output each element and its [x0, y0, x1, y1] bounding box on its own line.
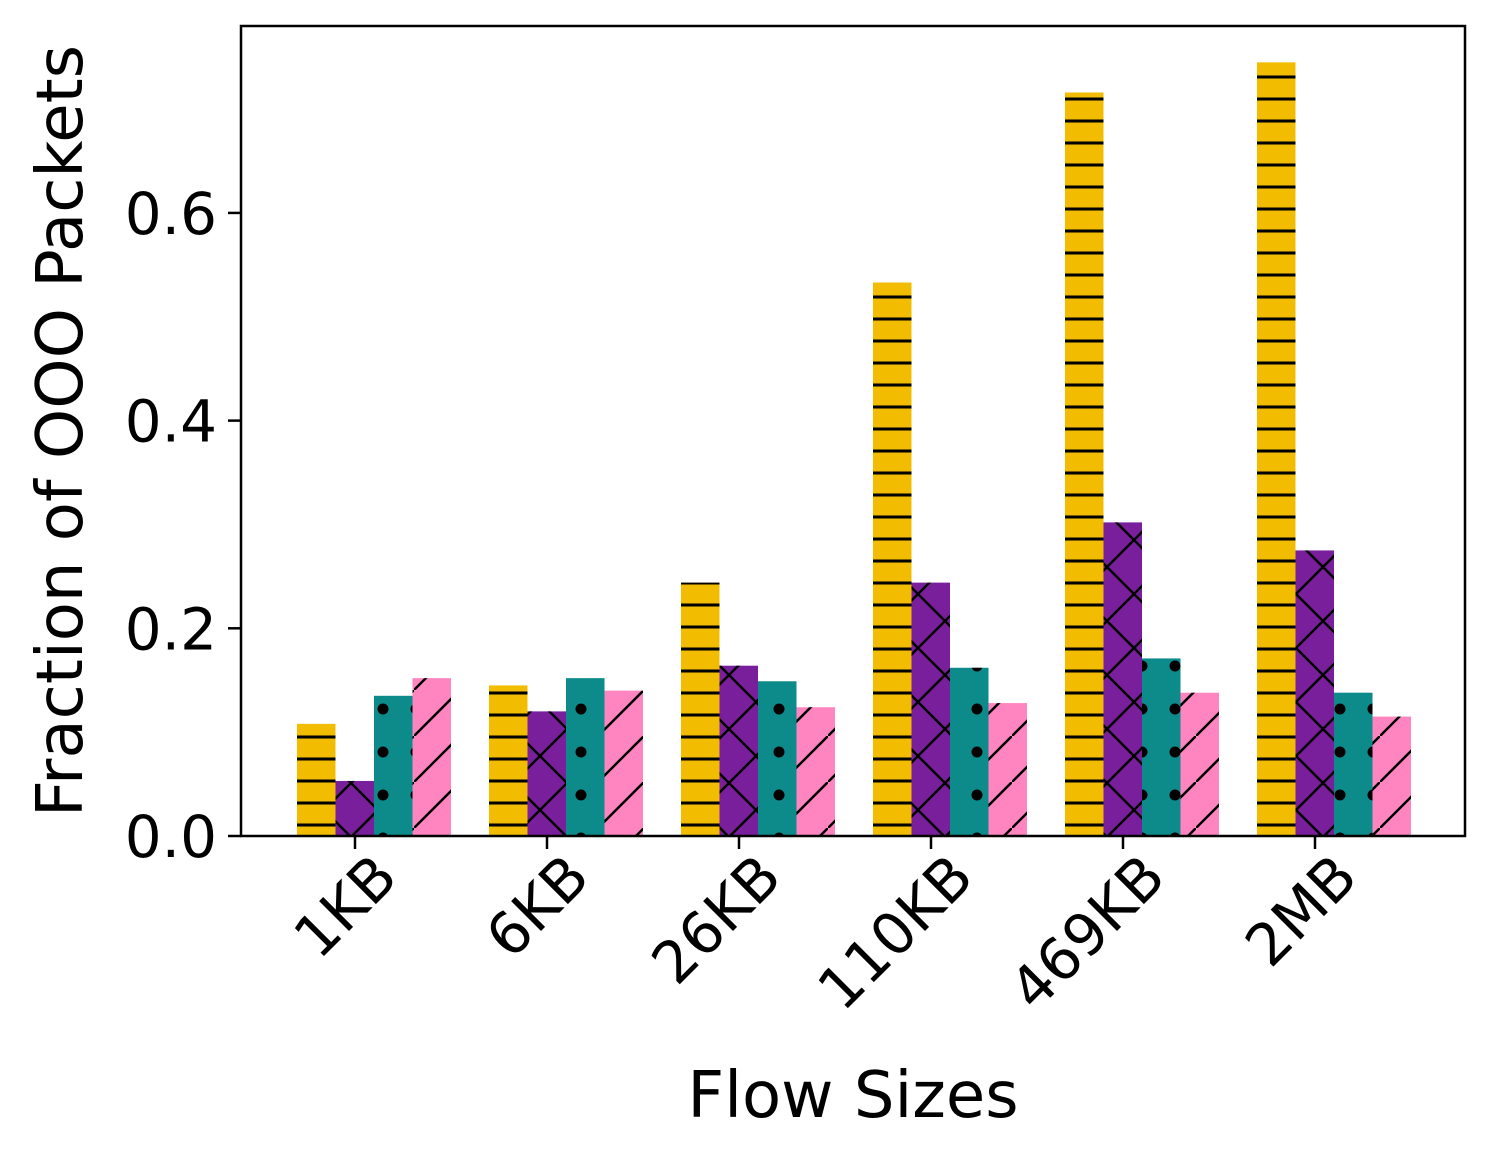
x-axis: 1KB 6KB 26KB 110KB 469KB 2MB [281, 836, 1370, 1023]
bar-hatch [911, 582, 950, 836]
y-tick-label: 0.2 [125, 595, 217, 663]
bar-hatch [873, 282, 912, 836]
bar-1KB-series-1 [297, 723, 336, 836]
bar-26KB-series-4 [796, 707, 835, 836]
bar-hatch [374, 695, 413, 836]
bar-1KB-series-4 [412, 678, 451, 836]
bar-hatch [489, 685, 528, 836]
bar-hatch [988, 703, 1027, 836]
bar-hatch [1257, 62, 1296, 837]
y-tick-label: 0.4 [125, 388, 217, 456]
bar-469KB-series-4 [1180, 692, 1219, 836]
bar-hatch [1065, 92, 1104, 836]
bar-26KB-series-2 [719, 665, 758, 836]
bar-110KB-series-1 [873, 282, 912, 836]
bar-26KB-series-1 [681, 582, 720, 836]
y-axis-title: Fraction of OOO Packets [24, 45, 98, 817]
bar-2MB-series-2 [1295, 550, 1334, 836]
bar-6KB-series-3 [566, 678, 605, 836]
bar-hatch [681, 582, 720, 836]
bar-hatch [1295, 550, 1334, 836]
bar-469KB-series-2 [1103, 522, 1142, 836]
bar-1KB-series-3 [374, 695, 413, 836]
y-tick-label: 0.6 [125, 180, 217, 248]
bar-hatch [1372, 716, 1411, 836]
bar-469KB-series-1 [1065, 92, 1104, 836]
bar-110KB-series-3 [950, 667, 989, 836]
plot-frame [239, 24, 1467, 838]
bar-hatch [796, 707, 835, 836]
bar-hatch [1142, 658, 1181, 836]
bar-2MB-series-4 [1372, 716, 1411, 836]
bar-1KB-series-2 [335, 780, 374, 836]
bar-hatch [758, 681, 797, 836]
bar-110KB-series-4 [988, 703, 1027, 836]
x-tick-label: 1KB [281, 842, 410, 971]
bar-6KB-series-1 [489, 685, 528, 836]
bar-hatch [1334, 692, 1373, 836]
bar-469KB-series-3 [1142, 658, 1181, 836]
y-tick-label: 0.0 [125, 803, 217, 871]
bar-hatch [719, 665, 758, 836]
bar-hatch [1103, 522, 1142, 836]
bar-26KB-series-3 [758, 681, 797, 836]
bar-110KB-series-2 [911, 582, 950, 836]
bar-hatch [950, 667, 989, 836]
x-axis-title: Flow Sizes [687, 1059, 1018, 1133]
bar-hatch [566, 678, 605, 836]
bar-6KB-series-4 [604, 690, 643, 836]
bars-group [297, 62, 1411, 837]
bar-2MB-series-1 [1257, 62, 1296, 837]
y-axis: 0.0 0.2 0.4 0.6 [125, 180, 241, 871]
x-tick-label: 469KB [997, 842, 1178, 1023]
bar-2MB-series-3 [1334, 692, 1373, 836]
bar-hatch [604, 690, 643, 836]
bar-6KB-series-2 [527, 711, 566, 836]
bar-hatch [335, 780, 374, 836]
bar-hatch [527, 711, 566, 836]
bar-hatch [297, 723, 336, 836]
bar-hatch [1180, 692, 1219, 836]
x-tick-label: 6KB [473, 842, 602, 971]
x-tick-label: 110KB [805, 842, 986, 1023]
x-tick-label: 2MB [1232, 842, 1370, 980]
bar-hatch [412, 678, 451, 836]
x-tick-label: 26KB [639, 842, 794, 997]
